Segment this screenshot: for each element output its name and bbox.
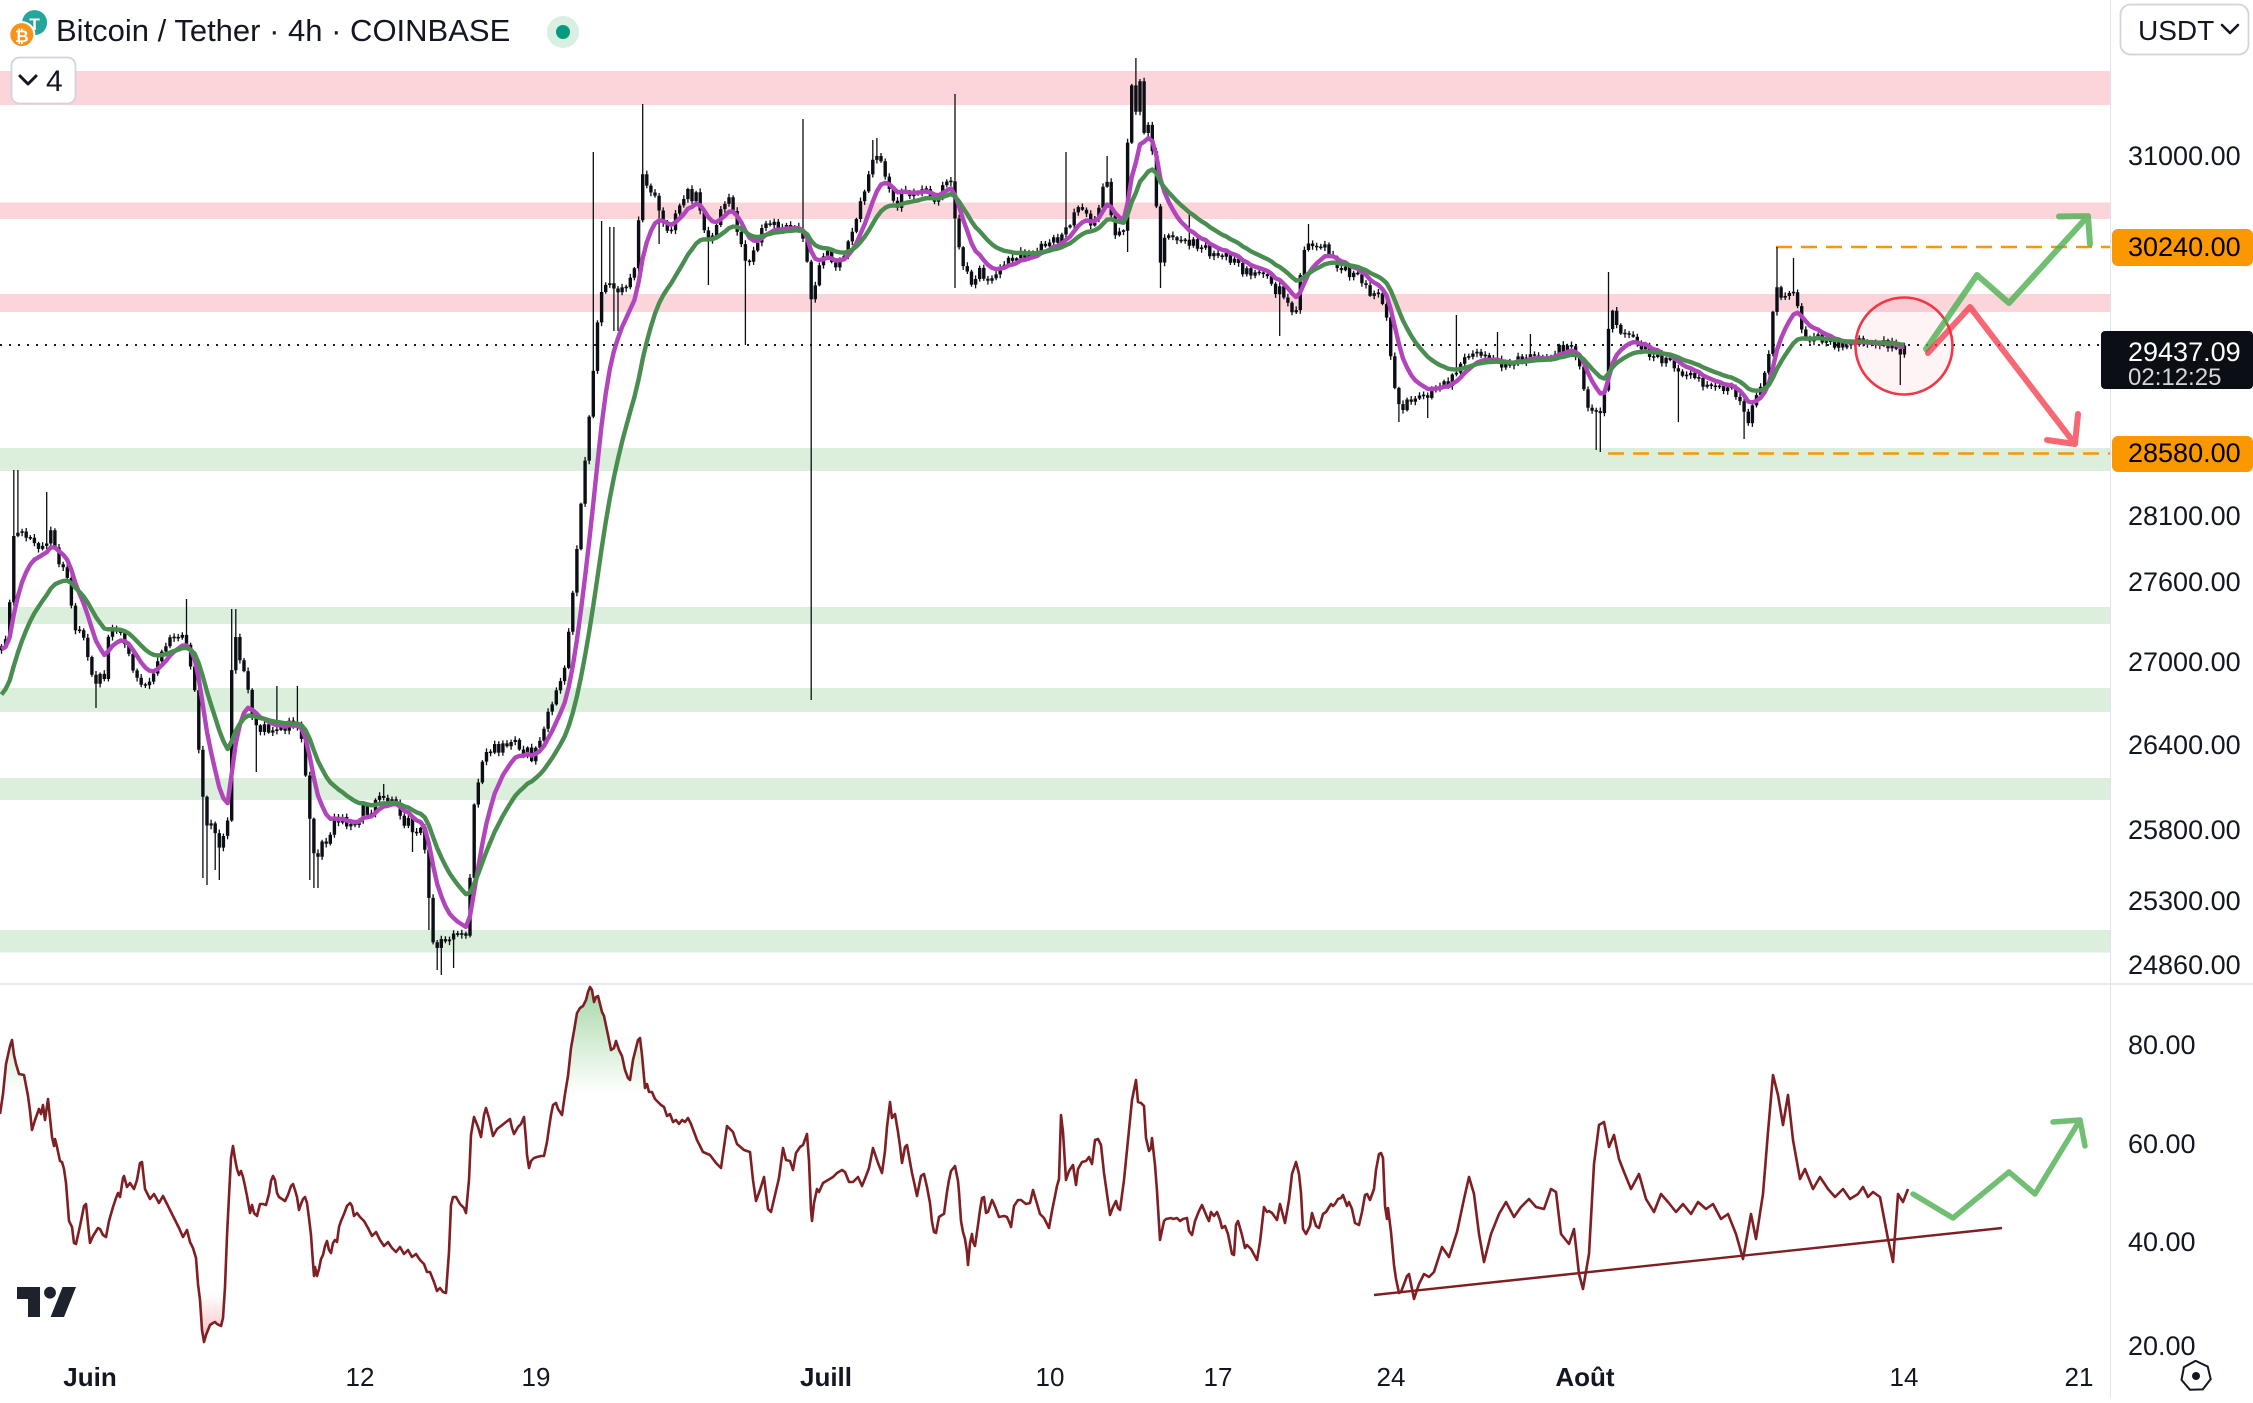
svg-text:17: 17 <box>1204 1362 1233 1392</box>
svg-text:USDT: USDT <box>2138 15 2214 46</box>
svg-text:₿: ₿ <box>15 27 29 46</box>
svg-text:27000.00: 27000.00 <box>2128 647 2241 677</box>
svg-text:Bitcoin / Tether · 4h · COINBA: Bitcoin / Tether · 4h · COINBASE <box>56 13 510 48</box>
svg-text:80.00: 80.00 <box>2128 1030 2196 1060</box>
svg-text:Août: Août <box>1555 1362 1615 1392</box>
svg-text:T: T <box>29 15 40 34</box>
svg-text:Juill: Juill <box>800 1362 852 1392</box>
svg-text:26400.00: 26400.00 <box>2128 730 2241 760</box>
svg-text:21: 21 <box>2065 1362 2094 1392</box>
svg-text:10: 10 <box>1036 1362 1065 1392</box>
svg-text:19: 19 <box>522 1362 551 1392</box>
svg-text:28580.00: 28580.00 <box>2128 438 2241 468</box>
svg-text:4: 4 <box>46 65 63 98</box>
svg-text:40.00: 40.00 <box>2128 1227 2196 1257</box>
svg-text:28100.00: 28100.00 <box>2128 501 2241 531</box>
svg-text:27600.00: 27600.00 <box>2128 567 2241 597</box>
svg-text:02:12:25: 02:12:25 <box>2128 364 2221 391</box>
svg-text:24860.00: 24860.00 <box>2128 950 2241 980</box>
svg-text:60.00: 60.00 <box>2128 1129 2196 1159</box>
svg-text:30240.00: 30240.00 <box>2128 232 2241 262</box>
svg-text:14: 14 <box>1890 1362 1919 1392</box>
svg-text:25300.00: 25300.00 <box>2128 886 2241 916</box>
svg-text:Juin: Juin <box>63 1362 116 1392</box>
svg-text:12: 12 <box>346 1362 375 1392</box>
svg-text:24: 24 <box>1377 1362 1406 1392</box>
svg-text:29437.09: 29437.09 <box>2128 337 2241 367</box>
svg-text:25800.00: 25800.00 <box>2128 815 2241 845</box>
svg-text:31000.00: 31000.00 <box>2128 141 2241 171</box>
svg-text:20.00: 20.00 <box>2128 1331 2196 1361</box>
